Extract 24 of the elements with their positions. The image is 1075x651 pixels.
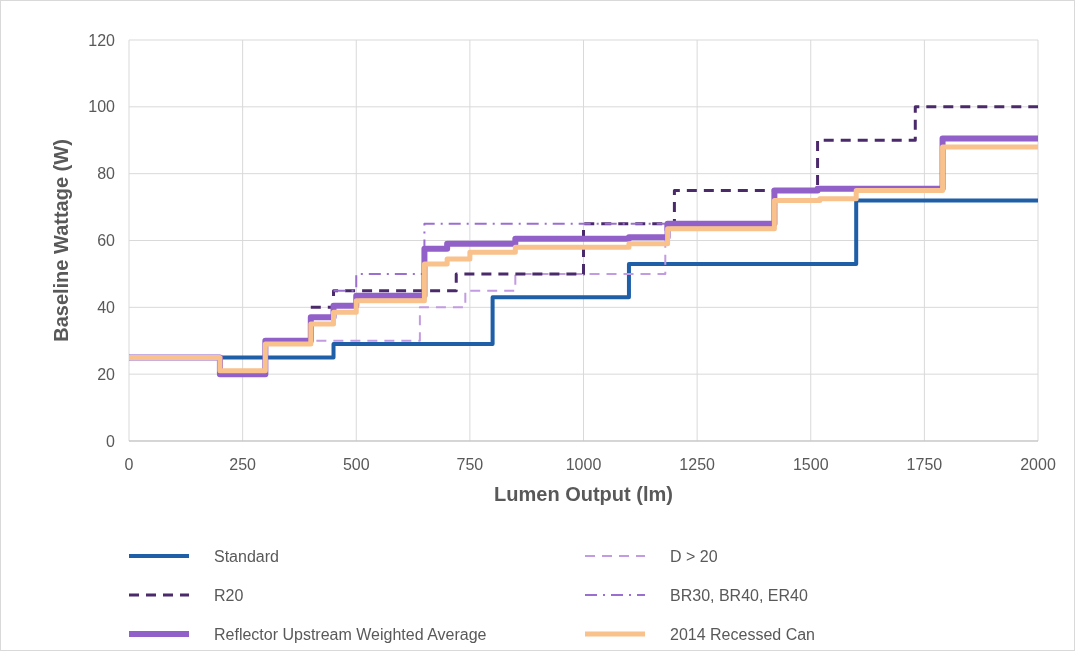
legend-label: D > 20 <box>670 547 718 565</box>
x-axis-title: Lumen Output (lm) <box>494 483 673 505</box>
legend-label: Standard <box>214 547 279 565</box>
x-tick-label: 0 <box>124 456 134 473</box>
legend-label: Reflector Upstream Weighted Average <box>214 625 487 643</box>
y-tick-label: 100 <box>88 98 116 116</box>
x-tick-label: 1250 <box>679 456 716 473</box>
y-tick-label: 120 <box>88 31 116 49</box>
x-tick-label: 1500 <box>792 456 829 473</box>
x-tick-label: 1000 <box>565 456 602 473</box>
y-tick-label: 80 <box>97 165 116 183</box>
legend-label: R20 <box>214 586 244 604</box>
x-tick-label: 500 <box>342 456 370 473</box>
y-tick-label: 40 <box>97 298 116 316</box>
x-tick-label: 2000 <box>1020 456 1056 473</box>
x-tick-label: 250 <box>229 456 257 473</box>
y-axis-title: Baseline Wattage (W) <box>50 139 72 342</box>
y-tick-label: 60 <box>97 232 116 250</box>
legend-label: 2014 Recessed Can <box>670 625 815 643</box>
y-tick-label: 20 <box>97 365 116 383</box>
x-tick-label: 1750 <box>906 456 943 473</box>
y-tick-label: 0 <box>106 432 116 450</box>
legend-label: BR30, BR40, ER40 <box>670 586 808 604</box>
x-tick-label: 750 <box>456 456 484 473</box>
